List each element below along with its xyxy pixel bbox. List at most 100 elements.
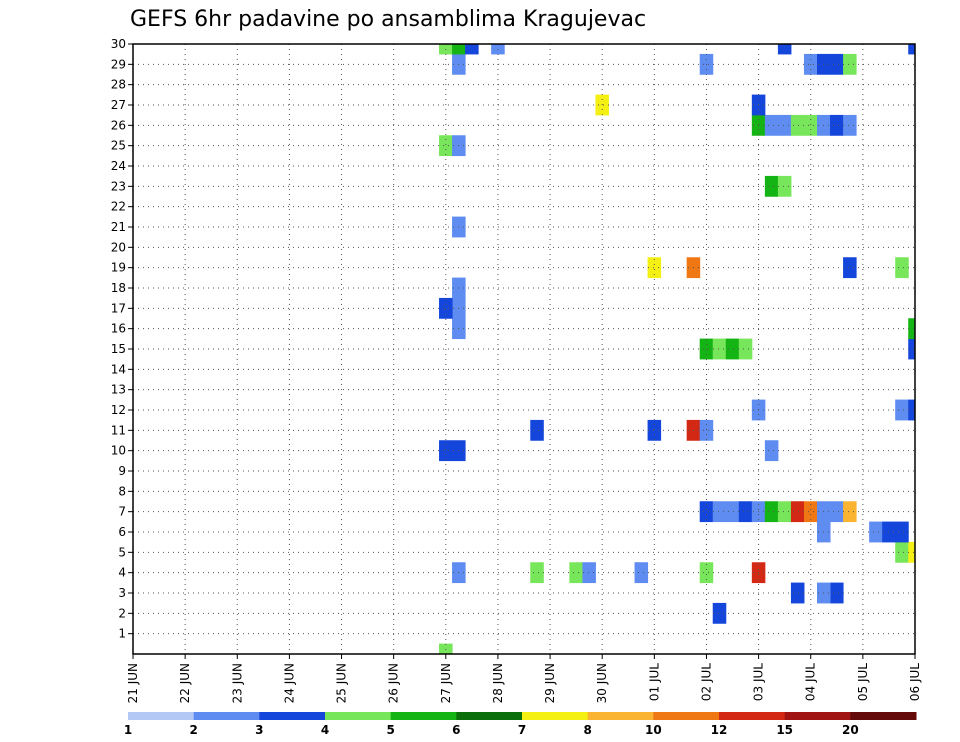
- colorbar-swatch: [587, 712, 654, 720]
- precip-cell: [908, 541, 915, 563]
- colorbar-swatch: [719, 712, 786, 720]
- precip-cell: [465, 44, 479, 55]
- colorbar-swatch: [128, 712, 195, 720]
- x-tick-label: 23 JUN: [230, 663, 244, 703]
- colorbar-swatch: [850, 712, 917, 720]
- precip-cell: [908, 44, 915, 55]
- colorbar-swatch: [193, 712, 260, 720]
- precip-cell: [647, 419, 662, 441]
- precip-cell: [895, 257, 909, 279]
- y-tick-label: 16: [111, 322, 126, 336]
- y-tick-label: 23: [111, 179, 126, 193]
- y-tick-label: 29: [111, 57, 126, 71]
- x-axis: 21 JUN 22 JUN 23 JUN 24 JUN 25 JUN 26 JUN 27 J…: [126, 654, 922, 703]
- x-tick-label: 28 JUN: [491, 663, 505, 703]
- x-tick-label: 30 JUN: [595, 663, 609, 703]
- precip-cell: [843, 53, 857, 75]
- x-tick-label: 21 JUN: [126, 663, 140, 703]
- y-tick-label: 19: [111, 261, 126, 275]
- colorbar-label: 6: [452, 723, 460, 737]
- colorbar-label: 12: [711, 723, 728, 737]
- x-tick-label: 04 JUL: [804, 663, 818, 701]
- y-tick-label: 21: [111, 220, 126, 234]
- precip-cell: [699, 419, 714, 441]
- colorbar-label: 20: [842, 723, 859, 737]
- precip-cell: [439, 297, 453, 319]
- precip-cell: [712, 338, 727, 360]
- precip-cell: [699, 562, 714, 584]
- y-tick-label: 5: [118, 545, 126, 559]
- precip-cell: [777, 114, 792, 136]
- precip-cell: [790, 114, 805, 136]
- colorbar-label: 4: [321, 723, 329, 737]
- y-tick-label: 17: [111, 301, 126, 315]
- y-tick-label: 4: [118, 566, 126, 580]
- y-tick-label: 24: [111, 159, 126, 173]
- x-tick-label: 24 JUN: [282, 663, 296, 703]
- precip-cell: [634, 562, 649, 584]
- precip-cell: [439, 440, 453, 462]
- precip-cell: [895, 399, 909, 421]
- precip-cell: [712, 501, 727, 523]
- y-tick-label: 9: [118, 464, 126, 478]
- colorbar-label: 8: [583, 723, 591, 737]
- x-tick-label: 26 JUN: [387, 663, 401, 703]
- colorbar-label: 10: [645, 723, 662, 737]
- y-tick-label: 26: [111, 118, 126, 132]
- precip-cell: [569, 562, 583, 584]
- precip-cell: [712, 602, 727, 624]
- precip-cell: [790, 582, 805, 604]
- precip-cell: [725, 338, 740, 360]
- colorbar-swatch: [784, 712, 851, 720]
- precip-cell: [530, 419, 544, 441]
- precip-cell: [843, 114, 857, 136]
- precip-cell: [764, 501, 779, 523]
- y-tick-label: 8: [118, 484, 126, 498]
- precip-cell: [777, 501, 792, 523]
- colorbar-swatch: [522, 712, 589, 720]
- precip-cell: [738, 338, 753, 360]
- precip-cell: [764, 440, 779, 462]
- precip-cell: [908, 318, 915, 340]
- precip-cell: [843, 501, 857, 523]
- y-tick-label: 14: [111, 362, 126, 376]
- precip-cell: [725, 501, 740, 523]
- colorbar: 1 2 3 4 5 6 7 8 10 12 15 20: [124, 712, 917, 737]
- precip-cell: [895, 541, 909, 563]
- precip-cell: [530, 562, 544, 584]
- y-tick-label: 2: [118, 606, 126, 620]
- colorbar-swatch: [390, 712, 457, 720]
- y-tick-label: 3: [118, 586, 126, 600]
- precip-cell: [582, 562, 596, 584]
- x-tick-label: 02 JUL: [699, 663, 713, 701]
- precip-cell: [790, 501, 805, 523]
- colorbar-label: 15: [776, 723, 793, 737]
- y-tick-label: 12: [111, 403, 126, 417]
- colorbar-label: 5: [386, 723, 394, 737]
- y-tick-label: 28: [111, 78, 126, 92]
- colorbar-swatch: [325, 712, 392, 720]
- x-tick-label: 29 JUN: [543, 663, 557, 703]
- colorbar-swatch: [259, 712, 326, 720]
- precip-cell: [764, 175, 779, 197]
- y-tick-label: 13: [111, 383, 126, 397]
- x-tick-label: 27 JUN: [439, 663, 453, 703]
- y-tick-label: 20: [111, 240, 126, 254]
- x-tick-label: 03 JUL: [752, 663, 766, 701]
- y-tick-label: 25: [111, 139, 126, 153]
- colorbar-swatch: [653, 712, 720, 720]
- y-tick-label: 18: [111, 281, 126, 295]
- x-tick-label: 25 JUN: [335, 663, 349, 703]
- precip-cell: [439, 135, 453, 157]
- y-tick-label: 7: [118, 505, 126, 519]
- precip-cell: [777, 175, 792, 197]
- precip-cell: [830, 501, 844, 523]
- y-tick-label: 6: [118, 525, 126, 539]
- x-tick-label: 01 JUL: [647, 663, 661, 701]
- x-tick-label: 22 JUN: [178, 663, 192, 703]
- precip-cell: [830, 114, 844, 136]
- colorbar-label: 2: [189, 723, 197, 737]
- precip-cell: [699, 501, 714, 523]
- colorbar-swatch: [456, 712, 523, 720]
